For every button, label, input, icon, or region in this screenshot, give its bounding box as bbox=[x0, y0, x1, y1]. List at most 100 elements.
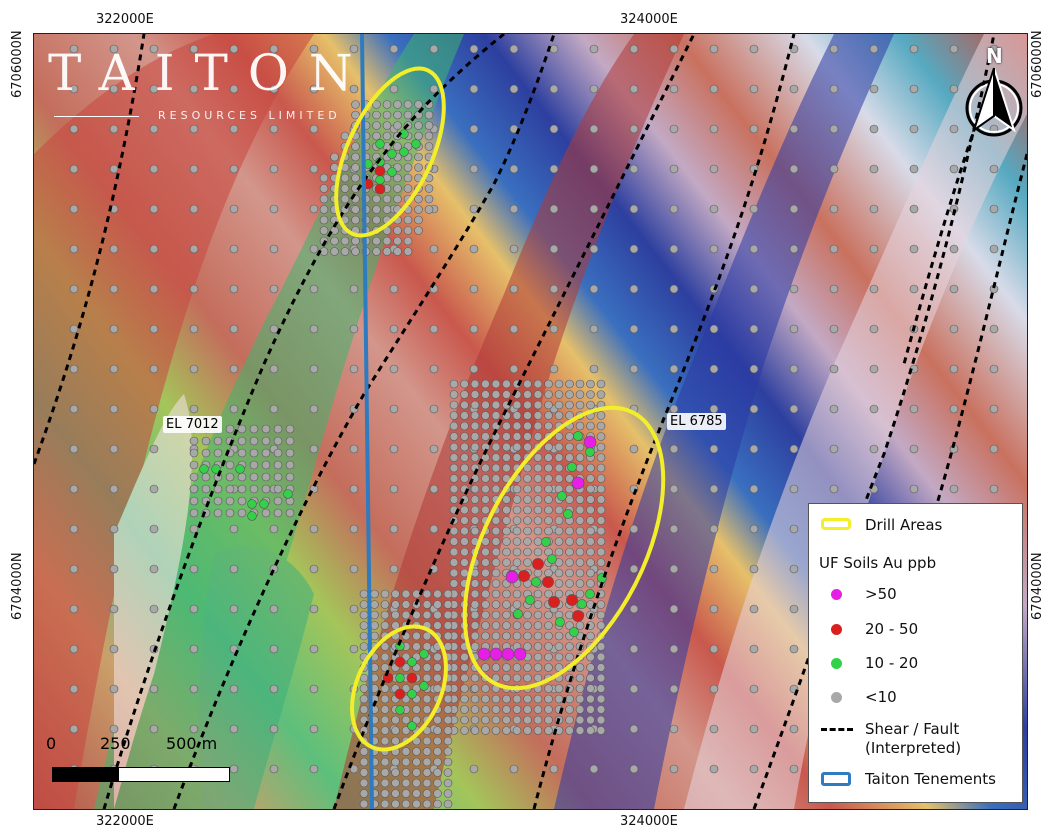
soil-sample-point bbox=[237, 508, 247, 518]
soil-sample-point bbox=[525, 595, 535, 605]
soil-sample-point bbox=[512, 537, 522, 546]
soil-sample-point bbox=[829, 284, 839, 294]
soil-sample-point bbox=[575, 505, 585, 515]
soil-sample-point bbox=[359, 589, 369, 599]
soil-sample-point bbox=[149, 564, 159, 574]
soil-sample-point bbox=[359, 789, 369, 798]
dot-swatch bbox=[831, 658, 842, 669]
soil-sample-point bbox=[523, 495, 532, 504]
soil-sample-point bbox=[586, 484, 595, 494]
soil-sample-point bbox=[69, 484, 79, 494]
soil-sample-point bbox=[285, 448, 295, 458]
soil-sample-point bbox=[554, 537, 564, 546]
soil-sample-point bbox=[443, 589, 453, 599]
soil-sample-point bbox=[414, 121, 423, 130]
soil-sample-point bbox=[481, 432, 490, 441]
soil-sample-point bbox=[470, 610, 480, 620]
soil-sample-point bbox=[380, 642, 390, 651]
soil-sample-point bbox=[789, 644, 799, 654]
soil-sample-point bbox=[669, 444, 679, 454]
soil-sample-point bbox=[565, 484, 574, 494]
soil-sample-point bbox=[949, 244, 959, 254]
soil-sample-point bbox=[565, 442, 574, 452]
soil-sample-point bbox=[909, 404, 919, 414]
soil-sample-point bbox=[589, 204, 599, 214]
soil-sample-point bbox=[237, 496, 247, 506]
soil-sample-point bbox=[749, 364, 759, 374]
soil-sample-point bbox=[502, 558, 511, 567]
soil-sample-point bbox=[565, 568, 574, 578]
soil-sample-point bbox=[449, 463, 459, 473]
soil-sample-point bbox=[575, 579, 585, 588]
soil-sample-point bbox=[460, 400, 469, 410]
soil-sample-point bbox=[189, 564, 199, 574]
soil-sample-point bbox=[596, 463, 606, 473]
soil-sample-point bbox=[512, 432, 522, 441]
soil-sample-point bbox=[403, 247, 413, 256]
soil-sample-point bbox=[424, 205, 434, 214]
soil-sample-point bbox=[596, 453, 606, 462]
soil-sample-point bbox=[229, 524, 239, 534]
soil-sample-point bbox=[544, 726, 553, 735]
soil-sample-point bbox=[351, 236, 360, 246]
soil-sample-point bbox=[596, 442, 606, 452]
soil-sample-point bbox=[709, 244, 719, 254]
soil-sample-point bbox=[470, 631, 480, 641]
soil-sample-point bbox=[533, 432, 543, 441]
soil-sample-point bbox=[829, 324, 839, 334]
coord-bottom-right-easting: 324000E bbox=[620, 814, 678, 829]
soil-sample-point bbox=[533, 631, 543, 641]
soil-sample-point bbox=[629, 724, 639, 734]
soil-sample-point bbox=[589, 44, 599, 54]
soil-sample-point bbox=[470, 421, 480, 431]
soil-sample-point bbox=[491, 600, 501, 609]
soil-sample-point bbox=[502, 526, 511, 536]
soil-sample-point bbox=[709, 484, 719, 494]
soil-sample-point bbox=[989, 404, 999, 414]
soil-sample-point bbox=[460, 463, 469, 473]
soil-sample-point bbox=[575, 568, 585, 578]
legend-label-sub: (Interpreted) bbox=[865, 739, 962, 757]
soil-sample-point bbox=[389, 524, 399, 534]
soil-sample-point bbox=[382, 194, 392, 204]
soil-sample-point bbox=[533, 673, 543, 683]
soil-sample-point bbox=[749, 284, 759, 294]
soil-sample-point bbox=[351, 247, 360, 256]
soil-sample-point bbox=[460, 537, 469, 546]
soil-sample-point bbox=[909, 204, 919, 214]
soil-sample-point bbox=[523, 621, 532, 630]
soil-sample-point bbox=[389, 364, 399, 374]
soil-sample-point bbox=[391, 715, 400, 725]
soil-sample-point bbox=[512, 453, 522, 462]
soil-sample-point bbox=[401, 610, 411, 620]
soil-sample-point bbox=[596, 663, 606, 672]
soil-sample-point bbox=[407, 657, 417, 667]
soil-sample-point bbox=[989, 324, 999, 334]
soil-sample-point bbox=[749, 44, 759, 54]
soil-sample-point bbox=[544, 453, 553, 462]
soil-sample-point bbox=[449, 421, 459, 431]
soil-sample-point bbox=[596, 642, 606, 651]
north-arrow-icon bbox=[965, 67, 1023, 137]
soil-sample-point bbox=[989, 364, 999, 374]
soil-sample-point bbox=[201, 484, 211, 494]
soil-sample-point bbox=[565, 537, 574, 546]
soil-sample-point bbox=[443, 600, 453, 609]
soil-sample-point bbox=[909, 284, 919, 294]
soil-sample-point bbox=[544, 663, 553, 672]
soil-sample-point bbox=[429, 364, 439, 374]
scale-bar: 0 250 500 m bbox=[46, 734, 230, 784]
soil-sample-point bbox=[509, 364, 519, 374]
soil-sample-point bbox=[565, 726, 574, 735]
soil-sample-point bbox=[424, 110, 434, 120]
soil-sample-point bbox=[443, 778, 453, 788]
drill-area-swatch bbox=[821, 518, 851, 530]
soil-sample-point bbox=[789, 164, 799, 174]
soil-sample-point bbox=[523, 400, 532, 410]
soil-sample-point bbox=[502, 726, 511, 735]
soil-sample-point bbox=[382, 205, 392, 214]
soil-sample-point bbox=[629, 684, 639, 694]
soil-sample-point bbox=[533, 705, 543, 714]
soil-sample-point bbox=[189, 244, 199, 254]
soil-sample-point bbox=[470, 715, 480, 725]
